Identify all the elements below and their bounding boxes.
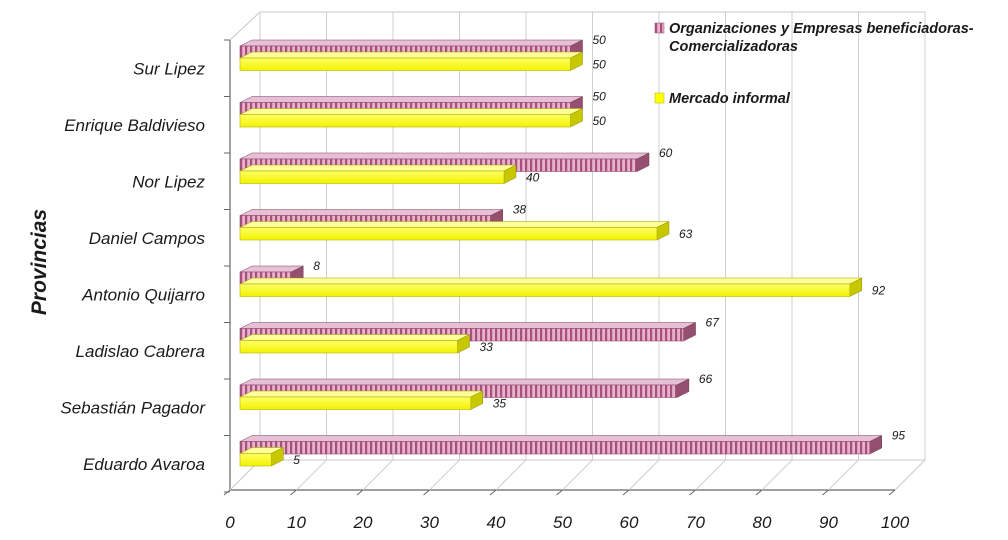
bar-front-face (239, 396, 472, 410)
bar-top-face (239, 435, 882, 442)
data-label: 95 (892, 429, 906, 443)
bar-mercado-informal (239, 51, 583, 71)
gridline-floor (495, 459, 527, 491)
gridline-floor (562, 459, 593, 491)
gridline-floor (628, 459, 660, 491)
y-axis-title: Provincias (28, 209, 51, 315)
x-tick-mark (822, 489, 829, 496)
x-tick-label: 90 (819, 513, 838, 532)
bar-front-face (239, 227, 658, 241)
category-label: Antonio Quijarro (81, 285, 205, 304)
bar-mercado-informal (239, 221, 670, 241)
x-tick-label: 100 (881, 513, 910, 532)
x-tick-label: 10 (287, 513, 306, 532)
data-label: 8 (313, 259, 320, 273)
legend-swatch-organizaciones (654, 22, 665, 34)
x-tick-mark (356, 489, 364, 496)
data-label: 50 (593, 90, 607, 104)
x-tick-mark (888, 489, 896, 496)
data-label: 40 (526, 171, 540, 185)
bar-front-face (239, 170, 505, 184)
category-label: Sur Lipez (133, 59, 205, 78)
data-label: 66 (699, 372, 713, 386)
wall-edge (229, 11, 261, 41)
bar-front-face (239, 453, 272, 467)
bar-top-face (239, 209, 503, 216)
bar-front-face (239, 441, 871, 455)
data-label: 63 (679, 227, 693, 241)
bar-top-face (239, 108, 583, 115)
legend-label-organizaciones: Organizaciones y Empresas beneficiadoras… (669, 21, 974, 37)
data-label: 50 (593, 58, 607, 72)
bar-top-face (239, 39, 583, 47)
x-tick-mark (622, 489, 630, 496)
gridline-floor (828, 459, 859, 491)
x-tick-label: 0 (225, 513, 235, 532)
x-tick-mark (290, 489, 297, 496)
data-label: 35 (493, 397, 507, 411)
legend-label-organizaciones: Comercializadoras (669, 39, 798, 55)
category-label: Ladislao Cabrera (76, 342, 205, 361)
bar-top-face (239, 390, 483, 398)
x-tick-mark (556, 489, 563, 496)
gridline-floor (894, 459, 926, 491)
x-tick-mark (423, 489, 430, 496)
gridline-floor (761, 459, 793, 491)
category-label: Eduardo Avaroa (83, 455, 205, 474)
legend-label-mercado-informal: Mercado informal (669, 91, 791, 107)
gridline-floor (695, 459, 726, 491)
data-label: 67 (706, 316, 721, 330)
gridline-floor (296, 459, 327, 491)
bar-organizaciones (239, 435, 882, 455)
bar-front-face (239, 340, 458, 354)
bar-top-face (239, 378, 690, 386)
bar-top-face (239, 96, 583, 103)
category-label: Sebastián Pagador (60, 398, 206, 417)
x-tick-label: 40 (487, 513, 506, 532)
category-label: Enrique Baldivieso (64, 116, 205, 135)
bar-mercado-informal (239, 108, 583, 128)
bar-front-face (239, 57, 571, 71)
x-tick-label: 70 (686, 513, 705, 532)
x-tick-label: 50 (553, 513, 572, 532)
x-tick-mark (755, 489, 763, 496)
category-label: Nor Lipez (132, 172, 205, 191)
bar-top-face (239, 221, 670, 228)
bar-mercado-informal (239, 164, 517, 184)
bar-top-face (239, 51, 583, 59)
legend-swatch-mercado-informal (654, 92, 665, 104)
bar-mercado-informal (239, 390, 483, 410)
bar-mercado-informal (239, 447, 284, 467)
category-label: Daniel Campos (89, 229, 206, 248)
data-label: 50 (593, 114, 607, 128)
bar-top-face (239, 152, 650, 160)
data-label: 5 (293, 453, 300, 467)
gridline-floor (362, 459, 394, 491)
bar-top-face (239, 277, 862, 285)
bar-front-face (239, 114, 571, 128)
bar-front-face (239, 283, 851, 297)
data-label: 50 (593, 33, 607, 47)
gridline-floor (429, 459, 460, 491)
x-tick-label: 60 (620, 513, 639, 532)
data-label: 92 (872, 284, 886, 298)
x-tick-mark (489, 489, 497, 496)
bar-top-face (239, 164, 517, 172)
x-tick-label: 80 (753, 513, 772, 532)
data-label: 60 (659, 146, 673, 160)
data-label: 33 (479, 340, 493, 354)
x-tick-mark (689, 489, 696, 496)
bar-top-face (239, 322, 696, 329)
x-tick-label: 30 (420, 513, 439, 532)
x-tick-label: 20 (353, 513, 373, 532)
bar-top-face (239, 334, 470, 341)
bar-mercado-informal (239, 277, 863, 297)
data-label: 38 (513, 203, 527, 217)
bar-mercado-informal (239, 334, 470, 354)
